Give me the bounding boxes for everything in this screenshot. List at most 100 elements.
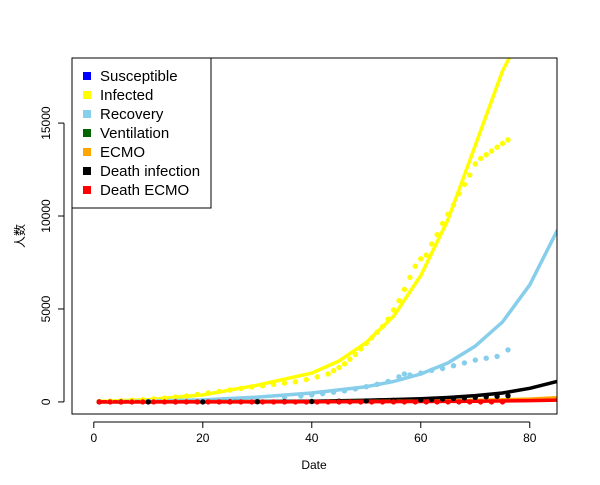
x-tick-label: 20: [196, 431, 210, 445]
data-point-death-ecmo: [303, 399, 309, 405]
data-point-recovery: [320, 390, 326, 397]
legend-swatch-death-infection: [83, 167, 91, 175]
data-point-death-infection: [472, 394, 478, 400]
data-point-infected: [418, 256, 424, 262]
data-point-infected: [390, 307, 397, 313]
data-point-death-ecmo: [336, 399, 342, 405]
data-point-death-ecmo: [260, 399, 266, 405]
data-point-death-ecmo: [434, 399, 440, 405]
data-point-infected: [456, 191, 462, 197]
legend-label-recovery: Recovery: [100, 106, 164, 123]
data-point-infected: [292, 379, 299, 385]
x-axis: 0 20 40 60 80: [90, 421, 537, 445]
data-point-death-ecmo: [96, 399, 102, 405]
data-point-death-ecmo: [314, 399, 320, 405]
y-tick-label: 10000: [39, 199, 53, 233]
x-axis-title: Date: [301, 458, 327, 472]
data-point-infected: [347, 356, 353, 362]
data-point-death-infection: [363, 398, 369, 404]
data-point-infected: [330, 368, 337, 374]
data-point-infected: [434, 231, 440, 238]
data-point-infected: [194, 391, 200, 398]
legend-label-ecmo: ECMO: [100, 144, 145, 161]
data-point-infected: [396, 297, 402, 304]
data-point-infected: [216, 388, 222, 395]
legend-label-death-ecmo: Death ECMO: [100, 182, 189, 199]
data-point-death-ecmo: [107, 399, 113, 405]
data-point-infected: [270, 381, 277, 388]
data-point-death-ecmo: [369, 399, 375, 405]
data-point-death-ecmo: [118, 399, 124, 405]
data-point-death-ecmo: [401, 399, 408, 405]
y-tick-label: 15000: [39, 106, 53, 140]
data-point-infected: [249, 384, 255, 390]
data-point-infected: [379, 323, 386, 330]
legend-label-death-infection: Death infection: [100, 163, 200, 180]
data-point-recovery: [385, 378, 391, 385]
data-point-infected: [467, 172, 473, 178]
data-point-death-ecmo: [151, 399, 157, 405]
data-point-death-ecmo: [183, 399, 190, 405]
data-point-recovery: [461, 360, 468, 366]
data-point-death-ecmo: [423, 399, 429, 405]
data-point-infected: [303, 376, 309, 383]
data-point-death-ecmo: [478, 399, 484, 405]
data-point-infected: [472, 161, 478, 167]
data-point-death-ecmo: [238, 399, 244, 405]
data-point-infected: [385, 316, 391, 322]
data-point-infected: [488, 148, 495, 154]
data-point-infected: [260, 383, 266, 389]
data-point-death-infection: [309, 398, 315, 405]
legend-swatch-ventilation: [83, 129, 91, 137]
data-point-recovery: [401, 371, 408, 377]
data-point-infected: [401, 286, 408, 293]
y-tick-label: 0: [39, 398, 53, 405]
data-point-death-ecmo: [227, 399, 233, 405]
data-point-death-ecmo: [161, 399, 168, 405]
data-point-infected: [423, 252, 429, 258]
data-point-death-ecmo: [172, 399, 179, 405]
data-point-death-ecmo: [412, 399, 418, 405]
legend-swatch-recovery: [83, 110, 91, 118]
data-point-infected: [439, 220, 446, 227]
data-point-infected: [499, 140, 506, 147]
series-line-recovery: [97, 229, 557, 404]
data-point-infected: [505, 137, 511, 143]
data-point-infected: [369, 335, 375, 341]
data-point-death-ecmo: [140, 399, 146, 405]
data-point-infected: [445, 211, 451, 217]
data-point-infected: [429, 241, 435, 247]
x-tick-label: 60: [414, 431, 428, 445]
data-point-death-infection: [483, 394, 489, 400]
data-point-death-ecmo: [456, 399, 462, 405]
data-point-death-infection: [429, 396, 435, 403]
data-point-infected: [336, 364, 342, 371]
y-tick-label: 5000: [39, 295, 53, 322]
data-point-death-ecmo: [347, 399, 353, 405]
data-point-death-ecmo: [499, 399, 506, 405]
data-point-death-ecmo: [467, 399, 473, 405]
data-point-infected: [478, 155, 484, 162]
data-point-death-ecmo: [358, 399, 364, 405]
data-point-infected: [450, 202, 457, 208]
legend-label-infected: Infected: [100, 87, 153, 104]
legend-swatch-death-ecmo: [83, 186, 91, 194]
data-point-recovery: [407, 372, 413, 378]
data-point-recovery: [418, 370, 424, 376]
data-point-death-ecmo: [379, 399, 386, 405]
data-point-infected: [325, 371, 331, 377]
legend-swatch-susceptible: [83, 72, 91, 80]
data-point-infected: [407, 274, 413, 281]
data-point-infected: [183, 393, 190, 399]
data-point-death-infection: [505, 393, 511, 399]
data-point-death-ecmo: [292, 399, 299, 405]
data-point-infected: [161, 395, 168, 401]
legend-swatch-ecmo: [83, 148, 91, 156]
data-point-death-ecmo: [488, 399, 495, 405]
data-point-infected: [494, 144, 500, 150]
legend-label-susceptible: Susceptible: [100, 68, 178, 85]
data-point-infected: [412, 263, 418, 269]
legend-box: [71, 57, 212, 209]
legend-label-ventilation: Ventilation: [100, 125, 169, 142]
